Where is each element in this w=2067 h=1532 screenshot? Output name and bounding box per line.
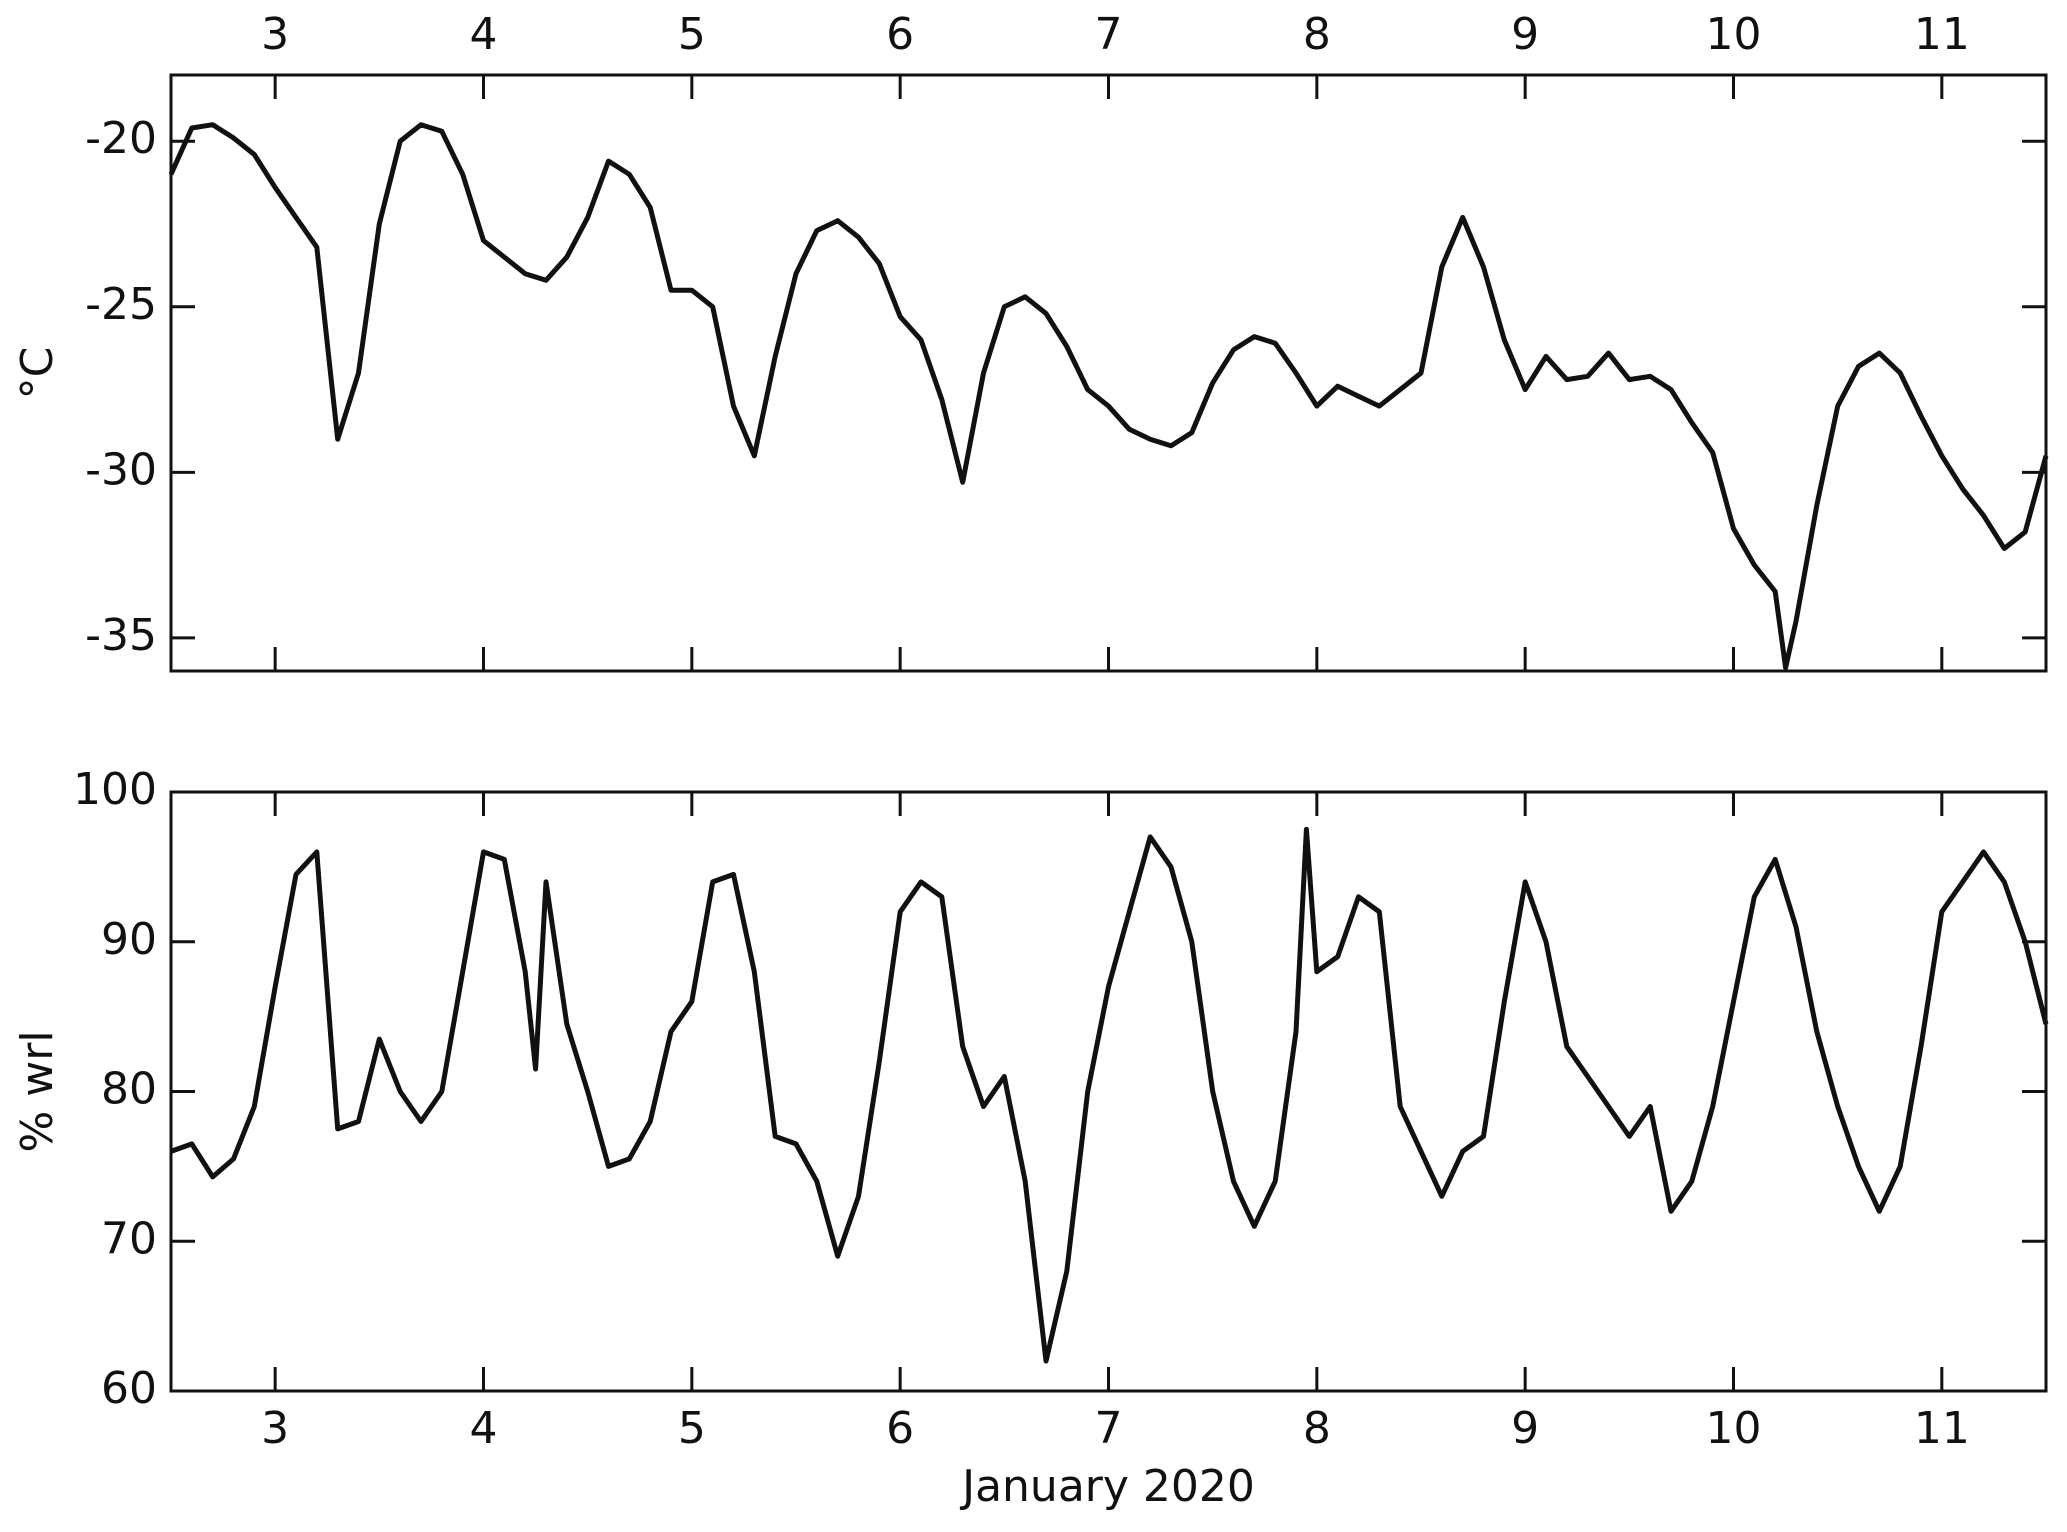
y-tick-label: 90 — [101, 914, 157, 965]
y-tick-label: -35 — [85, 610, 157, 661]
x-tick-label: 9 — [1511, 9, 1539, 60]
y-tick-label: 80 — [101, 1064, 157, 1115]
x-axis-label: January 2020 — [959, 1461, 1255, 1512]
y-tick-label: 100 — [73, 764, 157, 815]
x-tick-label: 5 — [678, 1403, 706, 1454]
x-tick-label: 10 — [1706, 9, 1762, 60]
y-tick-label: 60 — [101, 1363, 157, 1414]
y-tick-label: -20 — [85, 113, 157, 164]
y-tick-label: -30 — [85, 444, 157, 495]
x-tick-label: 6 — [886, 9, 914, 60]
x-tick-label: 3 — [261, 1403, 289, 1454]
x-tick-label: 8 — [1303, 1403, 1331, 1454]
x-tick-label: 7 — [1095, 1403, 1123, 1454]
x-tick-label: 4 — [470, 1403, 498, 1454]
x-tick-label: 3 — [261, 9, 289, 60]
data-line — [170, 826, 2049, 1364]
y-tick-label: 70 — [101, 1213, 157, 1264]
x-tick-label: 4 — [470, 9, 498, 60]
y-axis-label: % wrl — [12, 1030, 63, 1152]
x-tick-label: 9 — [1511, 1403, 1539, 1454]
x-tick-label: 8 — [1303, 9, 1331, 60]
x-tick-label: 6 — [886, 1403, 914, 1454]
x-tick-label: 10 — [1706, 1403, 1762, 1454]
x-tick-label: 5 — [678, 9, 706, 60]
y-axis-label: °C — [12, 347, 63, 400]
x-tick-label: 11 — [1914, 1403, 1970, 1454]
y-tick-label: -25 — [85, 279, 157, 330]
x-tick-label: 7 — [1095, 9, 1123, 60]
data-line — [168, 122, 2049, 671]
x-tick-label: 11 — [1914, 9, 1970, 60]
